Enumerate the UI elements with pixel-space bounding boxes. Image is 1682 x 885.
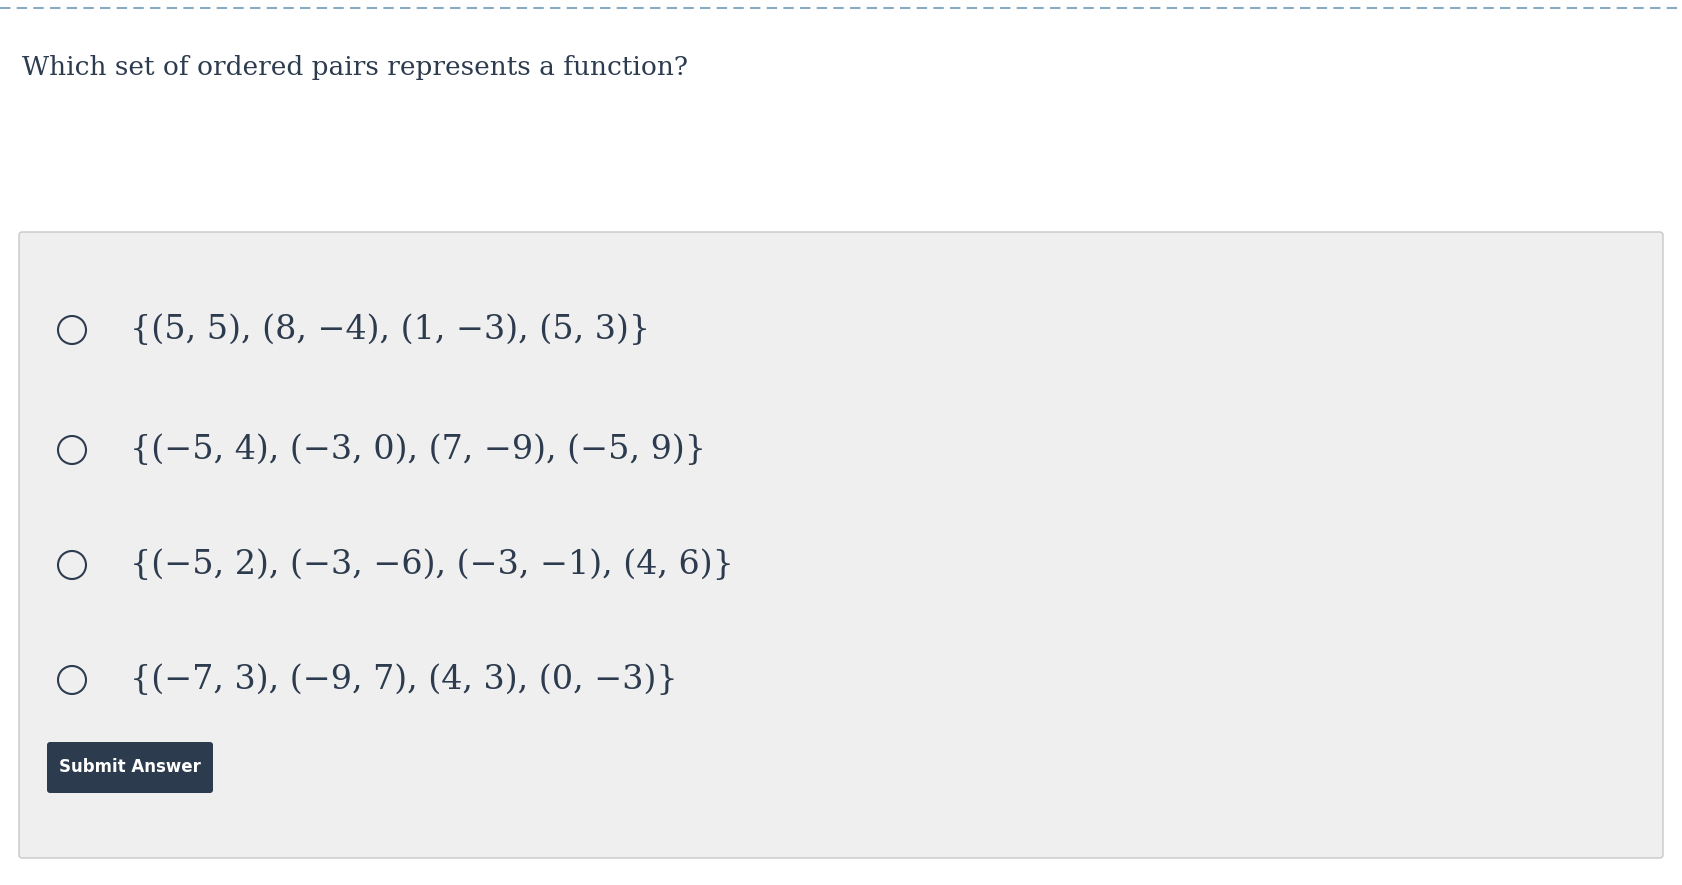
FancyBboxPatch shape bbox=[47, 742, 214, 793]
Text: {(−7, 3), (−9, 7), (4, 3), (0, −3)}: {(−7, 3), (−9, 7), (4, 3), (0, −3)} bbox=[130, 664, 678, 696]
Text: {(5, 5), (8, −4), (1, −3), (5, 3)}: {(5, 5), (8, −4), (1, −3), (5, 3)} bbox=[130, 314, 651, 346]
Text: Submit Answer: Submit Answer bbox=[59, 758, 200, 776]
Text: {(−5, 4), (−3, 0), (7, −9), (−5, 9)}: {(−5, 4), (−3, 0), (7, −9), (−5, 9)} bbox=[130, 434, 706, 466]
Text: Which set of ordered pairs represents a function?: Which set of ordered pairs represents a … bbox=[22, 55, 688, 80]
Text: {(−5, 2), (−3, −6), (−3, −1), (4, 6)}: {(−5, 2), (−3, −6), (−3, −1), (4, 6)} bbox=[130, 549, 733, 581]
FancyBboxPatch shape bbox=[19, 232, 1663, 858]
